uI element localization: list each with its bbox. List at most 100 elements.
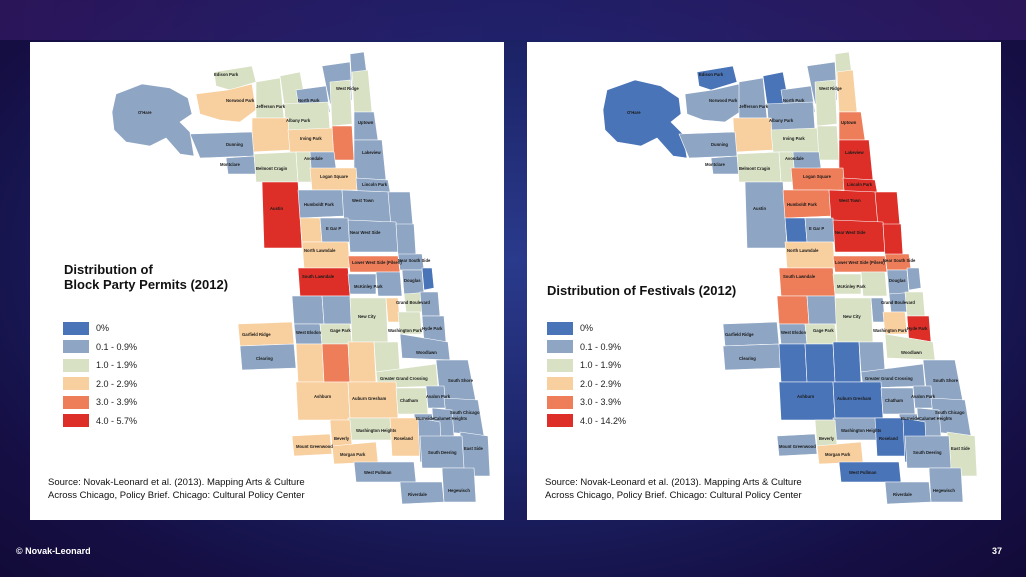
legend-item: 2.0 - 2.9% [63,375,137,394]
map-area-bridgeport [860,271,888,297]
svg-text:Morgan Park: Morgan Park [825,452,851,457]
map-area-dunning [678,131,738,159]
svg-text:North Park: North Park [783,98,805,103]
festivals-choropleth-map: Edison Park O'Hare Norwood Park Jefferso… [602,51,978,505]
svg-text:South Chicago: South Chicago [450,410,480,415]
svg-text:E Gar P: E Gar P [326,226,341,231]
map-area-edgewater [351,69,373,113]
svg-text:Irving Park: Irving Park [783,136,805,141]
map-area-washington-park [882,311,908,335]
svg-text:Austin: Austin [270,206,283,211]
svg-text:Garfield Ridge: Garfield Ridge [725,332,754,337]
map-area-bridgeport [375,271,403,297]
svg-text:Ashburn: Ashburn [797,394,815,399]
svg-text:Avalon Park: Avalon Park [426,394,451,399]
map-area-chicago-lawn [804,343,836,383]
svg-text:West Pullman: West Pullman [849,470,877,475]
svg-text:West Elsdon: West Elsdon [781,330,806,335]
map-area-beverly [814,419,838,447]
svg-text:Calumet Heights: Calumet Heights [434,416,468,421]
svg-text:Irving Park: Irving Park [300,136,322,141]
legend-swatch [547,340,573,354]
legend-item: 1.0 - 1.9% [63,356,137,375]
legend-item: 4.0 - 5.7% [63,412,137,431]
svg-text:Grand Boulevard: Grand Boulevard [396,300,430,305]
svg-text:Clearing: Clearing [739,356,756,361]
map-area-new-city [349,297,389,343]
map-area-logan-square [790,167,846,191]
footer-copyright: © Novak-Leonard [16,546,91,556]
svg-text:Greater Grand Crossing: Greater Grand Crossing [380,376,428,381]
svg-text:Chatham: Chatham [400,398,418,403]
map-area-archer-heights [776,295,810,325]
svg-text:Near South Side: Near South Side [398,258,431,263]
svg-text:Dunning: Dunning [226,142,243,147]
legend-item: 0% [63,319,137,338]
svg-text:Woodlawn: Woodlawn [901,350,922,355]
svg-text:Avondale: Avondale [304,156,323,161]
svg-text:North Lawndale: North Lawndale [787,248,819,253]
svg-text:Belmont Cragin: Belmont Cragin [739,166,771,171]
svg-text:East Side: East Side [951,446,971,451]
svg-text:Near West Side: Near West Side [350,230,381,235]
svg-text:Burnside: Burnside [416,416,435,421]
svg-text:New City: New City [843,314,861,319]
svg-text:Lower West Side (Pilsen): Lower West Side (Pilsen) [835,260,885,265]
map-area-north-center [816,125,840,161]
svg-text:Garfield Ridge: Garfield Ridge [242,332,271,337]
map-area-mount-greenwood [776,433,818,457]
svg-text:Avalon Park: Avalon Park [911,394,936,399]
svg-text:South Chicago: South Chicago [935,410,965,415]
svg-text:Morgan Park: Morgan Park [340,452,366,457]
map-area-mount-greenwood [291,433,333,457]
svg-text:Washington Heights: Washington Heights [841,428,882,433]
svg-text:Dunning: Dunning [711,142,728,147]
svg-text:O'Hare: O'Hare [627,110,641,115]
svg-text:Edison Park: Edison Park [214,72,239,77]
legend-swatch [547,321,573,335]
map-area-edgewater [836,69,858,113]
svg-text:Humboldt Park: Humboldt Park [787,202,817,207]
map-area-clearing [239,343,297,371]
svg-text:Gage Park: Gage Park [330,328,351,333]
svg-text:Douglas: Douglas [889,278,906,283]
svg-text:Beverly: Beverly [334,436,350,441]
svg-text:Hyde Park: Hyde Park [422,326,443,331]
map-area-albany-park [283,101,331,133]
legend-label: 0.1 - 0.9% [580,341,622,352]
map-area-lincoln-square [814,79,838,127]
svg-text:Logan Square: Logan Square [320,174,349,179]
legend-label: 3.0 - 3.9% [96,397,138,408]
svg-text:Edison Park: Edison Park [699,72,724,77]
map-area-mckinley-park [832,273,862,295]
legend-swatch [63,414,89,428]
map-area-lincoln-square [329,79,353,127]
legend-label: 4.0 - 14.2% [580,415,627,426]
svg-text:Norwood Park: Norwood Park [709,98,738,103]
block-party-choropleth-map: Edison Park O'Hare Norwood Park Jefferso… [111,51,491,505]
svg-text:Douglas: Douglas [404,278,421,283]
legend-swatch [547,395,573,409]
map-area-albany-park [766,101,816,133]
map-area-portage-park [732,117,774,153]
svg-text:West Ridge: West Ridge [819,86,842,91]
svg-text:Albany Park: Albany Park [769,118,794,123]
map-area-edison-park [696,65,738,91]
svg-text:Lincoln Park: Lincoln Park [847,182,873,187]
svg-text:Belmont Cragin: Belmont Cragin [256,166,288,171]
map-area-austin [744,181,788,249]
map-area-brighton-park [321,295,353,325]
svg-text:North Lawndale: North Lawndale [304,248,336,253]
svg-text:Uptown: Uptown [841,120,857,125]
map-area-ashburn [295,381,351,421]
map-area-englewood [373,341,401,373]
legend-label: 2.0 - 2.9% [96,378,138,389]
svg-text:Albany Park: Albany Park [286,118,311,123]
legend-swatch [547,414,573,428]
svg-text:Montclare: Montclare [220,162,240,167]
map-area-near-west-side [347,219,399,253]
svg-text:South Shore: South Shore [933,378,959,383]
svg-text:West Town: West Town [839,198,861,203]
block-party-legend: 0% 0.1 - 0.9% 1.0 - 1.9% 2.0 - 2.9% 3.0 … [63,319,137,430]
svg-text:Roseland: Roseland [879,436,898,441]
